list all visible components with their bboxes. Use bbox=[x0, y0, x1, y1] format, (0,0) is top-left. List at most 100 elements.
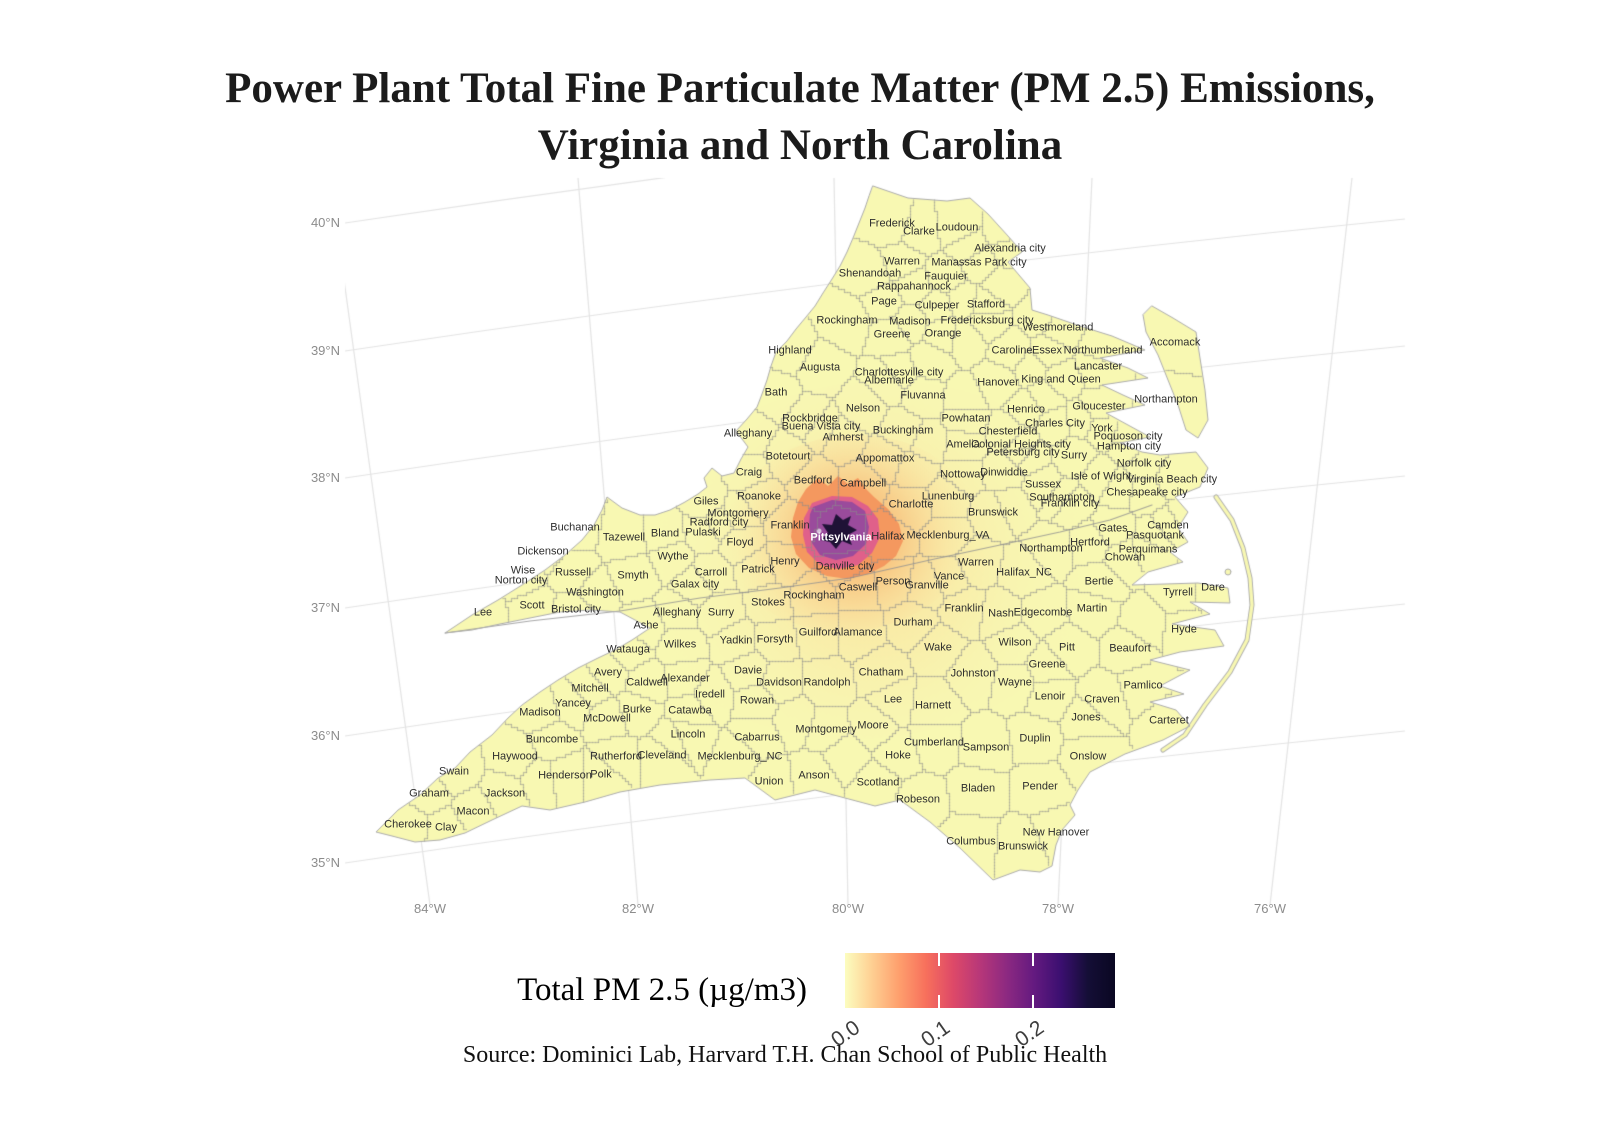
county-label: Manassas Park city bbox=[931, 256, 1027, 269]
county-label: Hoke bbox=[885, 749, 911, 762]
lat-axis-label: 37°N bbox=[310, 600, 340, 615]
county-label: Bedford bbox=[793, 474, 833, 487]
source-attribution: Source: Dominici Lab, Harvard T.H. Chan … bbox=[462, 1042, 1108, 1068]
lat-axis-label: 39°N bbox=[310, 343, 340, 358]
county-label: Chowan bbox=[1104, 551, 1146, 564]
county-label: Botetourt bbox=[765, 450, 811, 463]
county-label: McDowell bbox=[583, 712, 631, 725]
county-label: Craig bbox=[735, 466, 763, 479]
county-label: Buena Vista city bbox=[781, 420, 861, 433]
county-label: Frederick bbox=[869, 217, 915, 230]
county-label: Petersburg city bbox=[986, 446, 1060, 459]
county-label: Campbell bbox=[839, 477, 887, 490]
county-label: Henrico bbox=[1007, 403, 1045, 416]
county-label: Cumberland bbox=[904, 736, 964, 749]
county-label: Virginia Beach city bbox=[1126, 473, 1218, 486]
county-label: Pasquotank bbox=[1125, 529, 1185, 542]
county-label: Edgecombe bbox=[1013, 606, 1073, 619]
lon-axis-label: 78°W bbox=[1042, 901, 1074, 916]
county-label: Yancey bbox=[555, 697, 591, 710]
county-label: Durham bbox=[893, 616, 933, 629]
county-label: Jones bbox=[1071, 711, 1101, 724]
county-label: Bristol city bbox=[550, 603, 602, 616]
county-label: Charlotte bbox=[888, 498, 934, 511]
legend-tick-mark bbox=[1032, 953, 1034, 966]
county-label: Nash bbox=[988, 607, 1014, 620]
county-label: Sussex bbox=[1024, 478, 1062, 491]
county-label: Onslow bbox=[1069, 750, 1107, 763]
county-label: Northampton bbox=[1019, 542, 1083, 555]
county-label: Warren bbox=[884, 255, 920, 268]
county-label: Alexander bbox=[660, 672, 710, 685]
county-label: Nelson bbox=[845, 402, 881, 415]
county-label: Halifax_NC bbox=[996, 566, 1052, 579]
county-label: Franklin bbox=[770, 519, 810, 532]
county-label: Bladen bbox=[960, 782, 996, 795]
county-label: Amelia bbox=[946, 438, 980, 451]
county-label: Caldwell bbox=[626, 676, 668, 689]
county-label: Poquoson city bbox=[1093, 430, 1163, 443]
county-label: Pitt bbox=[1059, 641, 1075, 654]
county-label: Camden bbox=[1147, 519, 1189, 532]
county-label: Franklin bbox=[944, 602, 984, 615]
county-label: Northampton bbox=[1134, 393, 1198, 406]
county-label: Person bbox=[875, 575, 911, 588]
county-label: Tyrrell bbox=[1163, 586, 1193, 599]
county-label: Henry bbox=[770, 555, 800, 568]
county-label: Mecklenburg_VA bbox=[906, 529, 990, 542]
county-label: Lee bbox=[473, 606, 493, 619]
county-label: Granville bbox=[905, 579, 949, 592]
county-label: Moore bbox=[857, 719, 889, 732]
county-label: Norfolk city bbox=[1116, 457, 1172, 470]
county-label: Isle of Wight bbox=[1070, 470, 1132, 483]
county-label: Wake bbox=[924, 641, 952, 654]
county-label: Danville city bbox=[815, 560, 875, 573]
county-label: New Hanover bbox=[1022, 826, 1090, 839]
county-label: Mitchell bbox=[571, 682, 609, 695]
county-label: Swain bbox=[439, 765, 469, 778]
county-label: Roanoke bbox=[736, 490, 782, 503]
county-label: Rutherford bbox=[590, 750, 642, 763]
county-label: Norton city bbox=[494, 574, 548, 587]
county-label: Cherokee bbox=[384, 818, 432, 831]
county-label: Mecklenburg_NC bbox=[697, 750, 783, 763]
county-label: Burke bbox=[622, 703, 652, 716]
county-label: Montgomery bbox=[707, 507, 769, 520]
county-label: Brunswick bbox=[997, 840, 1049, 853]
county-label: Carroll bbox=[694, 566, 728, 579]
county-label: Rockingham bbox=[783, 589, 845, 602]
legend-colorbar bbox=[845, 953, 1115, 1008]
county-label: Robeson bbox=[895, 793, 941, 806]
county-label: Polk bbox=[590, 768, 612, 781]
county-label: Charlottesville city bbox=[854, 366, 944, 379]
county-label: Hertford bbox=[1070, 536, 1110, 549]
county-label: York bbox=[1091, 422, 1113, 435]
county-label: Randolph bbox=[803, 676, 851, 689]
county-label: Johnston bbox=[950, 667, 996, 680]
county-label: Hanover bbox=[977, 376, 1019, 389]
lon-axis-label: 76°W bbox=[1254, 901, 1286, 916]
county-label: Shenandoah bbox=[838, 267, 902, 280]
county-label: Fauquier bbox=[924, 270, 968, 283]
county-label: Caroline bbox=[991, 344, 1033, 357]
county-label: Buckingham bbox=[872, 424, 934, 437]
county-label: Chatham bbox=[858, 666, 904, 679]
county-label: Wilson bbox=[998, 636, 1032, 649]
county-label: Davidson bbox=[756, 676, 802, 689]
county-label: Culpeper bbox=[914, 299, 960, 312]
county-label: Southampton bbox=[1029, 491, 1095, 504]
county-label: Harnett bbox=[914, 699, 952, 712]
county-label: Graham bbox=[409, 787, 449, 800]
county-label: Catawba bbox=[668, 704, 712, 717]
county-label: Alleghany bbox=[723, 427, 773, 440]
county-label: Macon bbox=[456, 805, 490, 818]
county-label: Surry bbox=[707, 606, 735, 619]
county-label: Augusta bbox=[799, 361, 841, 374]
county-label: Patrick bbox=[741, 563, 775, 576]
county-label: Cabarrus bbox=[734, 731, 780, 744]
lon-axis-label: 80°W bbox=[832, 901, 864, 916]
county-label: Accomack bbox=[1149, 336, 1201, 349]
county-label: Montgomery bbox=[795, 723, 857, 736]
lon-axis-label: 82°W bbox=[622, 901, 654, 916]
